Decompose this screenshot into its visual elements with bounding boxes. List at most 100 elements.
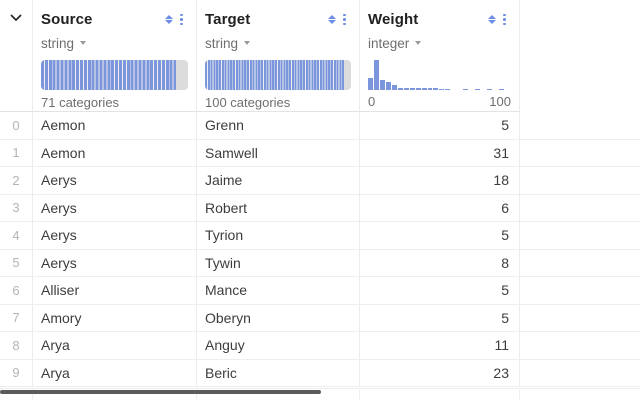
column-type-label: string bbox=[205, 35, 239, 51]
cell-weight[interactable]: 8 bbox=[360, 249, 520, 277]
column-type-dropdown[interactable]: string bbox=[205, 33, 251, 53]
cell-source[interactable]: Aerys bbox=[33, 222, 197, 250]
chevron-down-icon bbox=[10, 14, 22, 21]
cell-weight[interactable]: 5 bbox=[360, 304, 520, 332]
cell-target[interactable]: Grenn bbox=[197, 112, 360, 140]
table-row[interactable]: 9 Arya Beric 23 bbox=[0, 359, 640, 387]
histogram-target[interactable] bbox=[205, 60, 351, 90]
sort-icon[interactable] bbox=[488, 14, 497, 25]
cell-empty bbox=[520, 140, 640, 167]
cell-source[interactable]: Arya bbox=[33, 332, 197, 360]
histogram-axis: 0 100 bbox=[368, 94, 511, 109]
cell-weight[interactable]: 31 bbox=[360, 139, 520, 167]
table-row[interactable]: 0 Aemon Grenn 5 bbox=[0, 112, 640, 140]
column-divider bbox=[196, 389, 197, 400]
cell-empty bbox=[520, 222, 640, 250]
column-header-target: Target string 100 categories bbox=[197, 0, 360, 112]
cell-source[interactable]: Aemon bbox=[33, 112, 197, 140]
axis-min-label: 0 bbox=[368, 94, 376, 109]
row-index: 5 bbox=[0, 249, 33, 277]
row-index: 1 bbox=[0, 139, 33, 167]
bottom-strip bbox=[0, 388, 640, 400]
category-count: 100 categories bbox=[205, 95, 291, 110]
cell-weight[interactable]: 5 bbox=[360, 277, 520, 305]
horizontal-scrollbar-thumb[interactable] bbox=[0, 390, 321, 394]
row-index: 0 bbox=[0, 112, 33, 140]
cell-target[interactable]: Oberyn bbox=[197, 304, 360, 332]
column-type-label: string bbox=[41, 35, 75, 51]
cell-empty bbox=[520, 195, 640, 222]
column-divider bbox=[519, 389, 520, 400]
column-menu-icon[interactable] bbox=[343, 13, 346, 26]
cell-empty bbox=[520, 250, 640, 277]
cell-weight[interactable]: 5 bbox=[360, 112, 520, 140]
row-index: 6 bbox=[0, 277, 33, 305]
cell-target[interactable]: Jaime bbox=[197, 167, 360, 195]
row-index: 2 bbox=[0, 167, 33, 195]
column-header-weight: Weight integer 0 100 bbox=[360, 0, 520, 112]
column-title: Source bbox=[41, 11, 93, 28]
table-row[interactable]: 4 Aerys Tyrion 5 bbox=[0, 222, 640, 250]
cell-target[interactable]: Beric bbox=[197, 359, 360, 387]
table-row[interactable]: 3 Aerys Robert 6 bbox=[0, 194, 640, 222]
row-index: 7 bbox=[0, 304, 33, 332]
sort-icon[interactable] bbox=[328, 14, 337, 25]
cell-empty bbox=[520, 305, 640, 332]
column-header-source: Source string 71 categories bbox=[33, 0, 197, 112]
cell-empty bbox=[520, 167, 640, 195]
sort-icon[interactable] bbox=[165, 14, 174, 25]
cell-source[interactable]: Aemon bbox=[33, 139, 197, 167]
cell-source[interactable]: Aerys bbox=[33, 194, 197, 222]
table-row[interactable]: 2 Aerys Jaime 18 bbox=[0, 167, 640, 195]
column-type-dropdown[interactable]: string bbox=[41, 33, 87, 53]
cell-target[interactable]: Samwell bbox=[197, 139, 360, 167]
row-index: 4 bbox=[0, 222, 33, 250]
axis-max-label: 100 bbox=[489, 94, 511, 109]
cell-empty bbox=[520, 360, 640, 387]
cell-weight[interactable]: 5 bbox=[360, 222, 520, 250]
category-count: 71 categories bbox=[41, 95, 120, 110]
table-row[interactable]: 8 Arya Anguy 11 bbox=[0, 332, 640, 360]
table-row[interactable]: 5 Aerys Tywin 8 bbox=[0, 249, 640, 277]
row-index: 3 bbox=[0, 194, 33, 222]
cell-target[interactable]: Tyrion bbox=[197, 222, 360, 250]
cell-weight[interactable]: 18 bbox=[360, 167, 520, 195]
expand-all-button[interactable] bbox=[0, 0, 33, 112]
cell-empty bbox=[520, 277, 640, 305]
cell-source[interactable]: Aerys bbox=[33, 249, 197, 277]
cell-source[interactable]: Arya bbox=[33, 359, 197, 387]
cell-target[interactable]: Robert bbox=[197, 194, 360, 222]
column-type-label: integer bbox=[368, 35, 410, 51]
caret-down-icon bbox=[80, 41, 87, 45]
cell-empty bbox=[520, 332, 640, 360]
table-row[interactable]: 6 Alliser Mance 5 bbox=[0, 277, 640, 305]
column-divider bbox=[359, 389, 360, 400]
table-header: Source string 71 categories Target bbox=[0, 0, 640, 112]
cell-target[interactable]: Anguy bbox=[197, 332, 360, 360]
cell-empty bbox=[520, 112, 640, 140]
column-type-dropdown[interactable]: integer bbox=[368, 33, 422, 53]
column-divider bbox=[32, 389, 33, 400]
row-index: 8 bbox=[0, 332, 33, 360]
column-header-empty bbox=[520, 0, 640, 112]
caret-down-icon bbox=[415, 41, 422, 45]
column-menu-icon[interactable] bbox=[503, 13, 506, 26]
column-menu-icon[interactable] bbox=[180, 13, 183, 26]
table-row[interactable]: 1 Aemon Samwell 31 bbox=[0, 139, 640, 167]
cell-source[interactable]: Alliser bbox=[33, 277, 197, 305]
column-title: Weight bbox=[368, 11, 419, 28]
histogram-source[interactable] bbox=[41, 60, 188, 90]
cell-weight[interactable]: 11 bbox=[360, 332, 520, 360]
cell-target[interactable]: Tywin bbox=[197, 249, 360, 277]
table-body: 0 Aemon Grenn 5 1 Aemon Samwell 31 2 Aer… bbox=[0, 112, 640, 387]
histogram-weight[interactable] bbox=[368, 60, 511, 90]
cell-weight[interactable]: 6 bbox=[360, 194, 520, 222]
cell-source[interactable]: Amory bbox=[33, 304, 197, 332]
table-row[interactable]: 7 Amory Oberyn 5 bbox=[0, 304, 640, 332]
row-index: 9 bbox=[0, 359, 33, 387]
cell-source[interactable]: Aerys bbox=[33, 167, 197, 195]
cell-target[interactable]: Mance bbox=[197, 277, 360, 305]
column-title: Target bbox=[205, 11, 251, 28]
cell-weight[interactable]: 23 bbox=[360, 359, 520, 387]
